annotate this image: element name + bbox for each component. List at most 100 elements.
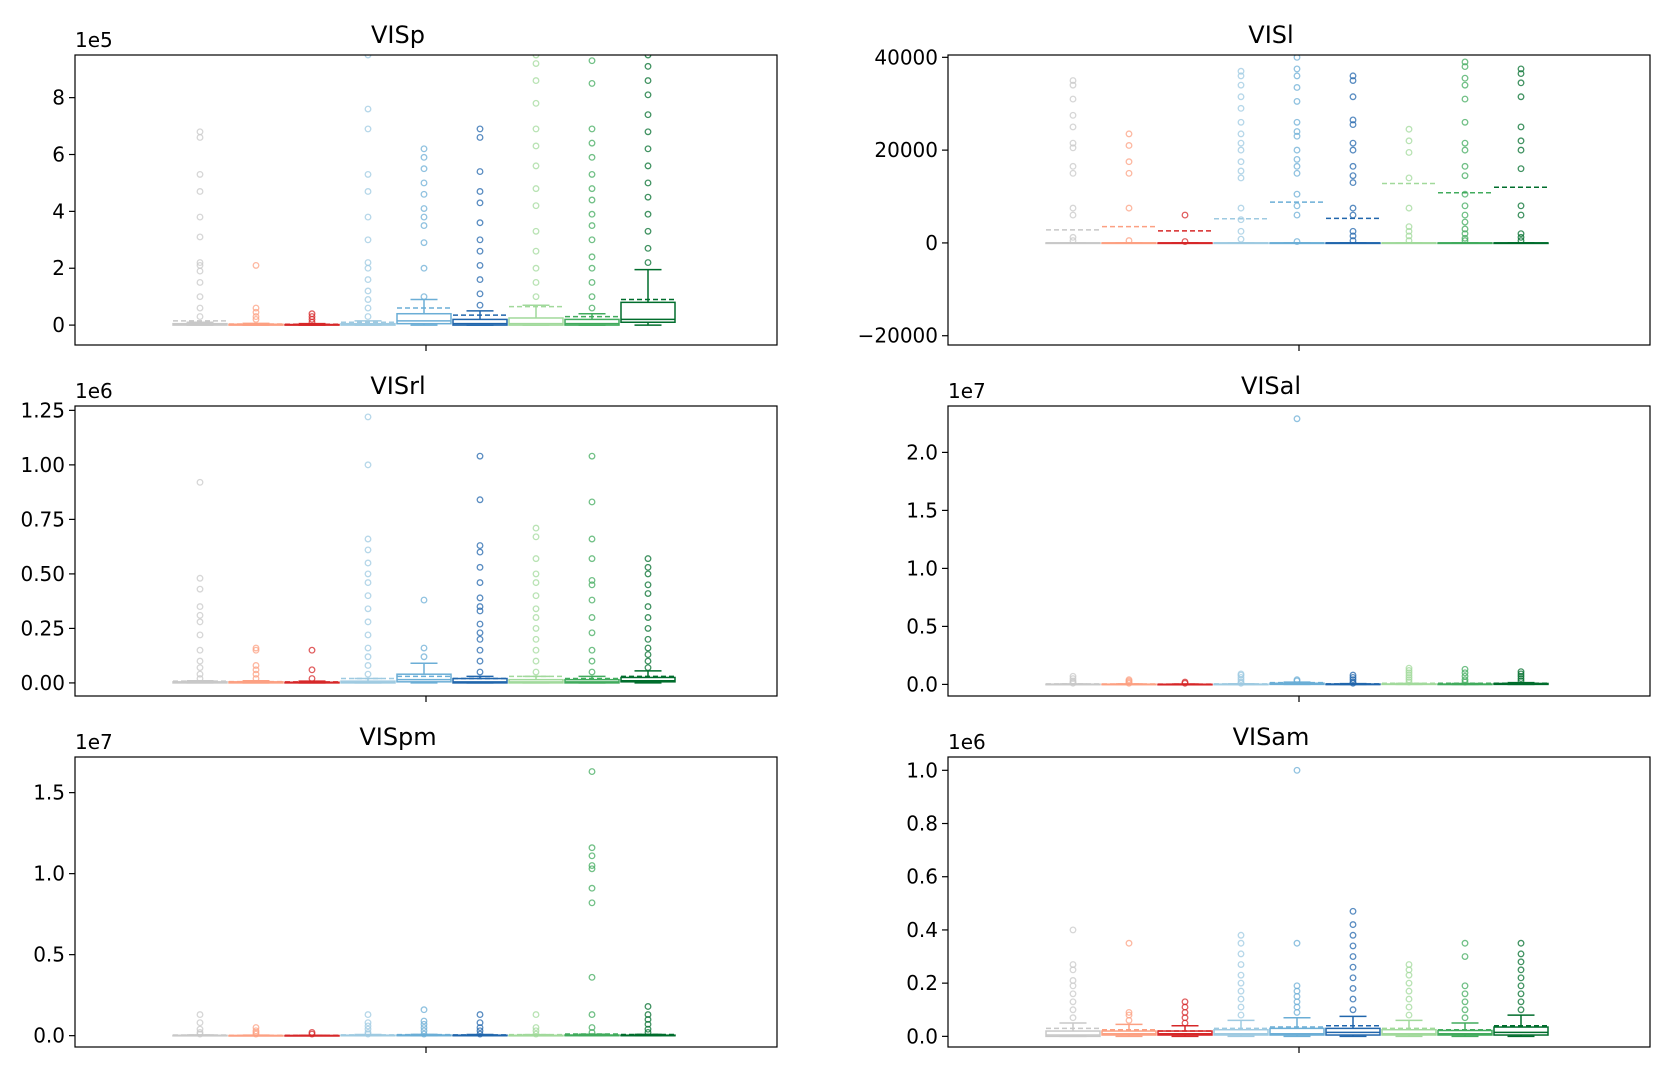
outlier-point	[1405, 204, 1413, 212]
outlier-point	[588, 125, 596, 133]
box-2	[228, 1024, 284, 1038]
outlier-point	[588, 222, 596, 230]
outlier-point	[364, 605, 372, 613]
offset-multiplier: 1e7	[948, 379, 986, 403]
outlier-point	[420, 1017, 428, 1025]
subplot-title: VISpm	[359, 723, 436, 751]
outlier-point	[532, 279, 540, 286]
box-1	[172, 1011, 228, 1038]
outlier-point	[1349, 931, 1357, 939]
y-tick-label: 0.8	[906, 812, 938, 836]
plot-area	[172, 55, 676, 326]
outlier-point	[196, 134, 204, 141]
outlier-point	[644, 210, 652, 218]
outlier-point	[1125, 158, 1133, 166]
outlier-point	[1517, 974, 1525, 982]
outlier-point	[420, 644, 428, 652]
offset-multiplier: 1e7	[75, 730, 113, 754]
outlier-point	[1237, 139, 1245, 147]
outlier-point	[1069, 211, 1077, 219]
box-1	[172, 128, 228, 326]
box-2	[1101, 130, 1157, 245]
outlier-point	[1237, 971, 1245, 979]
outlier-point	[1349, 953, 1357, 960]
outlier-point	[1461, 162, 1469, 170]
outlier-point	[1461, 939, 1469, 947]
outlier-point	[1125, 130, 1133, 138]
outlier-point	[644, 1025, 652, 1033]
outlier-point	[420, 1024, 428, 1032]
outlier-point	[476, 603, 484, 611]
outlier-point	[588, 865, 596, 873]
outlier-point	[1237, 961, 1245, 968]
axes-frame	[74, 54, 778, 346]
outlier-point	[1405, 671, 1413, 679]
outlier-point	[1461, 190, 1469, 198]
box-body	[1381, 1028, 1437, 1036]
outlier-point	[588, 668, 596, 676]
outlier-point	[1461, 998, 1469, 1006]
box-2	[1101, 676, 1157, 687]
outlier-point	[308, 1028, 316, 1036]
box-body	[396, 312, 452, 325]
outlier-point	[532, 570, 540, 578]
outlier-point	[588, 596, 596, 604]
outlier-point	[1237, 81, 1245, 89]
box-8	[1437, 939, 1493, 1038]
y-tick-label: 0.50	[20, 562, 65, 586]
outlier-point	[644, 651, 652, 659]
outlier-point	[1405, 987, 1413, 995]
outlier-point	[1237, 118, 1245, 126]
outlier-point	[1349, 995, 1357, 1003]
outlier-point	[588, 253, 596, 261]
outlier-point	[532, 60, 540, 67]
outlier-point	[420, 213, 428, 221]
outlier-point	[1069, 237, 1077, 245]
box-1	[172, 478, 228, 684]
outlier-point	[1461, 953, 1469, 960]
outlier-point	[476, 188, 484, 195]
outlier-point	[364, 570, 372, 578]
box-9	[620, 1003, 676, 1037]
y-tick-label: 1.25	[20, 398, 65, 422]
box-4	[1213, 670, 1269, 687]
outlier-point	[364, 276, 372, 284]
outlier-point	[364, 1028, 372, 1036]
axes-frame	[74, 756, 778, 1048]
outlier-point	[1461, 81, 1469, 89]
outlier-point	[1181, 678, 1189, 686]
outlier-point	[532, 624, 540, 632]
outlier-point	[196, 261, 204, 269]
box-body	[1045, 1030, 1101, 1038]
outlier-point	[644, 1020, 652, 1028]
box-7	[1381, 664, 1437, 686]
outlier-point	[1237, 204, 1245, 212]
box-3	[1157, 211, 1213, 245]
outlier-point	[1405, 232, 1413, 240]
outlier-point	[252, 1027, 260, 1035]
outlier-point	[1237, 1011, 1245, 1019]
outlier-point	[1349, 673, 1357, 681]
box-6	[452, 125, 508, 326]
outlier-point	[1069, 144, 1077, 152]
outlier-point	[644, 91, 652, 99]
outlier-point	[532, 1024, 540, 1032]
outlier-point	[1237, 1003, 1245, 1011]
outlier-point	[1237, 174, 1245, 182]
outlier-point	[420, 1020, 428, 1028]
outlier-point	[420, 239, 428, 247]
outlier-point	[1349, 204, 1357, 212]
outlier-point	[1349, 921, 1357, 929]
outlier-point	[1517, 939, 1525, 947]
plot-area	[172, 413, 676, 684]
outlier-point	[476, 668, 484, 676]
box-body	[452, 318, 508, 326]
outlier-point	[1349, 963, 1357, 971]
outlier-point	[1237, 995, 1245, 1003]
outlier-point	[308, 313, 316, 321]
box-6	[452, 452, 508, 684]
plot-area	[172, 768, 676, 1038]
outlier-point	[588, 452, 596, 460]
outlier-point	[1237, 987, 1245, 995]
outlier-point	[1461, 139, 1469, 147]
